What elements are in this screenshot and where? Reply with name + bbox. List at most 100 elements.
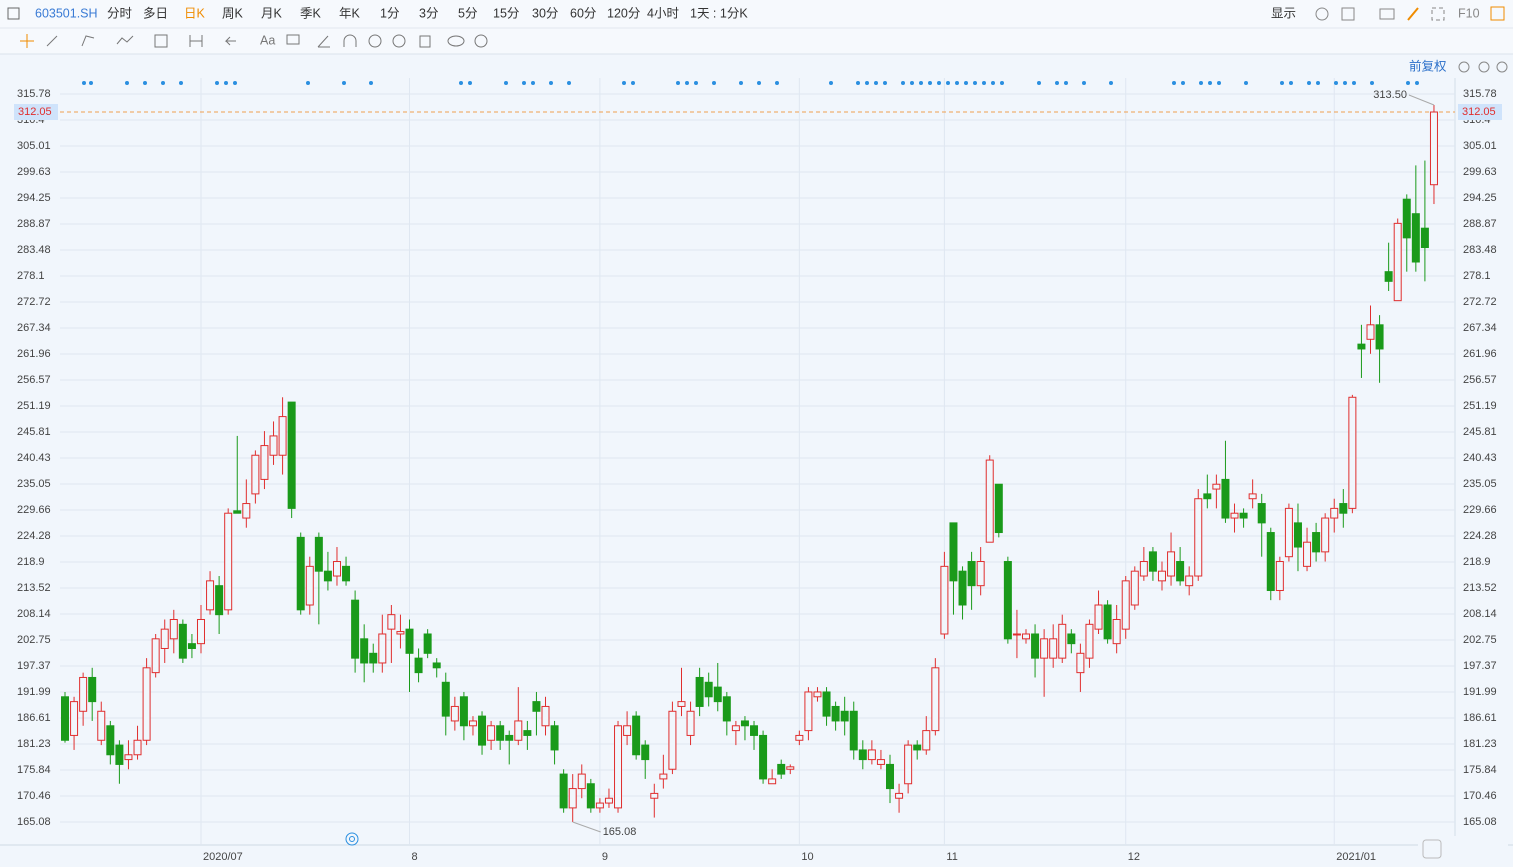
y-tick-label: 272.72 xyxy=(17,296,51,308)
y-tick-label: 181.23 xyxy=(17,738,51,750)
candle-body xyxy=(595,802,604,809)
period-tab[interactable]: 120分 xyxy=(607,6,640,20)
sidebar-toggle[interactable] xyxy=(7,7,20,20)
signal-dot xyxy=(143,81,147,85)
signal-dot xyxy=(622,81,626,85)
signal-dot xyxy=(901,81,905,85)
period-tab[interactable]: 月K xyxy=(261,6,283,20)
candle-body xyxy=(378,633,387,664)
period-tab[interactable]: 3分 xyxy=(419,6,438,20)
candle-body xyxy=(713,686,722,703)
arrow-tool[interactable] xyxy=(224,36,236,46)
watermark-logo xyxy=(1422,839,1442,859)
period-tab[interactable]: 周K xyxy=(222,6,244,20)
candle-body xyxy=(305,565,314,606)
period-tab[interactable]: 4小时 xyxy=(647,6,679,20)
hide-tool[interactable] xyxy=(392,34,406,48)
signal-dot xyxy=(1181,81,1185,85)
period-tab[interactable]: 30分 xyxy=(532,6,558,20)
cycle-tool[interactable] xyxy=(368,34,382,48)
text-tool[interactable]: Aa xyxy=(260,33,275,47)
link-tool[interactable] xyxy=(447,35,465,47)
period-tab[interactable]: 15分 xyxy=(493,6,519,20)
signal-dot xyxy=(982,81,986,85)
signal-dot xyxy=(1370,81,1374,85)
y-tick-label-right: 202.75 xyxy=(1463,634,1497,646)
candle-body xyxy=(1411,213,1420,263)
y-tick-label-right: 283.48 xyxy=(1463,244,1497,256)
signal-dot xyxy=(1316,81,1320,85)
panel-icon[interactable] xyxy=(1490,6,1505,21)
zoom-in[interactable] xyxy=(1496,61,1508,73)
last-price-label-right-bg xyxy=(1458,104,1502,121)
fullscreen-icon[interactable] xyxy=(1431,7,1445,21)
candle-body xyxy=(641,744,650,761)
candle-body xyxy=(895,792,904,799)
candle-body xyxy=(1384,271,1393,282)
candle-body xyxy=(1275,561,1284,592)
candle-body xyxy=(206,580,215,611)
candle-body xyxy=(1031,633,1040,659)
adjust-mode[interactable]: 前复权 xyxy=(1409,58,1447,73)
camera-icon[interactable] xyxy=(1379,8,1395,20)
note-tool[interactable] xyxy=(286,34,300,45)
signal-dot xyxy=(1217,81,1221,85)
period-tab[interactable]: 1分 xyxy=(380,6,399,20)
settings-icon[interactable] xyxy=(1315,7,1329,21)
move-tool[interactable] xyxy=(20,34,34,48)
period-tab[interactable]: 日K xyxy=(184,6,206,20)
candle-body xyxy=(187,643,196,649)
period-tab[interactable]: 分时 xyxy=(107,6,133,20)
period-tab[interactable]: 季K xyxy=(300,6,322,20)
candle-body xyxy=(115,744,124,765)
candle-body xyxy=(468,720,477,727)
period-tab[interactable]: 年K xyxy=(339,6,361,20)
interval-select[interactable]: 1天 : 1分K xyxy=(690,6,748,20)
signal-dot xyxy=(1406,81,1410,85)
measure-tool[interactable] xyxy=(189,35,203,47)
candle-body xyxy=(532,701,541,712)
signal-dot xyxy=(757,81,761,85)
wave-tool[interactable] xyxy=(116,35,134,45)
candle-body xyxy=(849,710,858,751)
signal-dot xyxy=(1280,81,1284,85)
signal-dot xyxy=(1109,81,1113,85)
candle-body xyxy=(1212,483,1221,490)
grid-tool[interactable] xyxy=(154,34,168,48)
candle-body xyxy=(967,561,976,587)
signal-dot xyxy=(874,81,878,85)
pen-icon[interactable] xyxy=(1407,7,1419,21)
y-tick-label-right: 208.14 xyxy=(1463,608,1497,620)
delete-tool[interactable] xyxy=(419,35,431,48)
line-tool[interactable] xyxy=(46,35,58,47)
layout-icon[interactable] xyxy=(1341,7,1355,21)
draw-settings[interactable] xyxy=(474,34,488,48)
candle-body xyxy=(1321,517,1330,553)
display-menu[interactable]: 显示 xyxy=(1271,6,1296,20)
candle-body xyxy=(1076,652,1085,674)
y-tick-label-right: 251.19 xyxy=(1463,400,1497,412)
f10[interactable]: F10 xyxy=(1458,6,1480,20)
zoom-out[interactable] xyxy=(1478,61,1490,73)
period-tab[interactable]: 多日 xyxy=(143,6,168,20)
symbol[interactable]: 603501.SH xyxy=(35,6,98,20)
candle-body xyxy=(387,614,396,630)
candle-body xyxy=(1248,493,1257,500)
candle-body xyxy=(1040,638,1049,659)
reset-icon[interactable] xyxy=(1458,61,1470,73)
y-tick-label-right: 165.08 xyxy=(1463,816,1497,828)
event-icon[interactable] xyxy=(345,832,359,846)
x-tick-label: 10 xyxy=(801,851,813,863)
ray-tool[interactable] xyxy=(81,35,95,47)
candle-body xyxy=(1194,498,1203,577)
arc-tool[interactable] xyxy=(343,34,357,47)
candle-body xyxy=(1139,561,1148,577)
y-tick-label-right: 175.84 xyxy=(1463,764,1497,776)
period-tab[interactable]: 5分 xyxy=(458,6,477,20)
y-tick-label: 288.87 xyxy=(17,218,51,230)
angle-tool[interactable] xyxy=(317,35,330,48)
candle-body xyxy=(804,691,813,732)
period-tab[interactable]: 60分 xyxy=(570,6,596,20)
y-tick-label: 165.08 xyxy=(17,816,51,828)
candle-body xyxy=(405,628,414,654)
